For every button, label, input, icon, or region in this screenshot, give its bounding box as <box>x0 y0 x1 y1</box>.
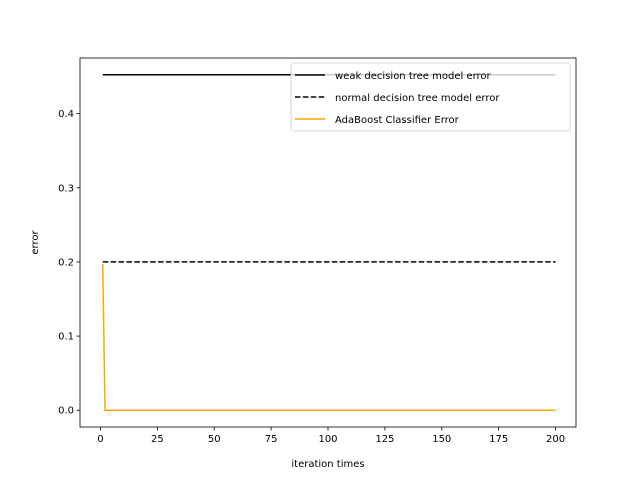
legend-entry-0: weak decision tree model error <box>335 71 492 82</box>
legend-entry-2: AdaBoost Classifier Error <box>335 115 460 126</box>
y-tick-label: 0.2 <box>58 257 74 268</box>
y-tick-label: 0.4 <box>58 109 74 120</box>
y-axis-label: error <box>30 230 41 255</box>
x-tick-label: 200 <box>546 434 565 445</box>
x-tick-label: 25 <box>151 434 164 445</box>
y-axis-ticks: 0.0 0.1 0.2 0.3 0.4 <box>58 109 80 417</box>
x-axis-ticks: 0 25 50 75 100 125 150 175 200 <box>97 427 565 445</box>
x-tick-label: 0 <box>97 434 103 445</box>
x-tick-label: 75 <box>265 434 278 445</box>
x-tick-label: 175 <box>489 434 508 445</box>
legend: weak decision tree model error normal dec… <box>290 62 571 132</box>
legend-frame <box>290 62 571 132</box>
y-tick-label: 0.1 <box>58 332 74 343</box>
y-tick-label: 0.0 <box>58 406 74 417</box>
legend-entry-1: normal decision tree model error <box>335 93 500 104</box>
series-line-2 <box>102 264 556 411</box>
x-tick-label: 50 <box>208 434 221 445</box>
x-axis-label: iteration times <box>291 459 364 470</box>
x-tick-label: 100 <box>318 434 337 445</box>
x-tick-label: 125 <box>375 434 394 445</box>
y-tick-label: 0.3 <box>58 183 74 194</box>
x-tick-label: 150 <box>432 434 451 445</box>
